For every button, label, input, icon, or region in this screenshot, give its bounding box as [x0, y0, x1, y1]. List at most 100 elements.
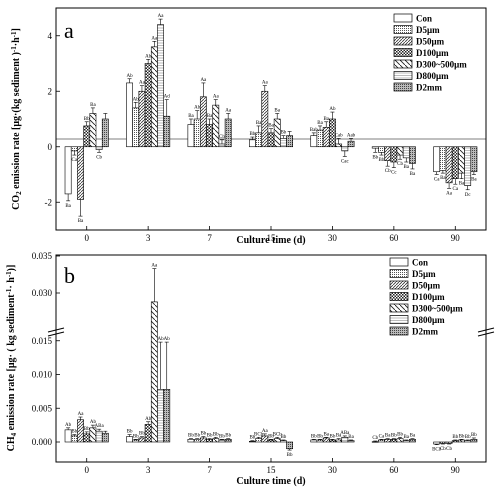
significance-label: Bb [268, 434, 274, 439]
legend-swatch-d5-m [389, 269, 409, 278]
x-tick-label: 60 [389, 233, 399, 243]
significance-label: Bb [249, 132, 255, 137]
significance-label: Ba [323, 432, 329, 437]
significance-label: Bb [188, 434, 194, 439]
bar-d5-m-day-7 [193, 438, 201, 443]
ch4-y-label-part: · h [6, 277, 17, 289]
bar-d2mm-day-3 [163, 115, 171, 148]
bar-d300-500-m-day-30 [335, 143, 343, 148]
significance-label: Aa [151, 36, 158, 41]
significance-label: Ba [274, 108, 280, 113]
bar-d300-500-m-day-15 [273, 118, 281, 148]
significance-label: Bb [84, 117, 90, 122]
bar-d50-m-day-30 [322, 127, 330, 148]
significance-label: Ba [268, 124, 274, 129]
legend-swatch-d800-m [393, 71, 413, 80]
bar-d50-m-day-90 [445, 441, 453, 444]
significance-label: Bb [207, 434, 213, 439]
bar-d300-500-m-day-60 [396, 438, 404, 443]
bar-d800-m-day-3 [157, 24, 164, 148]
significance-label: ABa [340, 431, 350, 436]
significance-label: Dc [465, 193, 472, 198]
legend-swatch-d2mm [389, 326, 409, 336]
co2-x-axis-label: Culture time (d) [236, 235, 305, 246]
ch4-panel: b 0.000 0.005 0.010 0.015 0.030 0.035 0 3 7 15 30… [5, 251, 495, 487]
bar-con-day-0 [64, 429, 72, 443]
co2-x-ticks: 0 3 7 15 30 60 90 [84, 226, 460, 243]
bar-d100-m-day-7 [206, 438, 213, 443]
significance-label: Bb [200, 432, 206, 437]
x-tick-label: 0 [84, 465, 89, 475]
bar-d2mm-day-30 [347, 140, 355, 148]
co2-y-label-sup: -1 [10, 31, 18, 37]
significance-label: Cb [397, 162, 403, 167]
significance-label: Ba [410, 172, 416, 177]
significance-label: Aab [347, 133, 356, 138]
significance-label: Aa [200, 78, 207, 83]
bar-d5-m-day-15 [255, 438, 262, 443]
x-tick-label: 90 [451, 465, 461, 475]
significance-label: Bb [311, 434, 317, 439]
bar-d2mm-day-3 [163, 389, 171, 443]
significance-label: BCb [273, 432, 283, 437]
x-tick-label: 15 [267, 233, 277, 243]
significance-label: Bb [194, 434, 200, 439]
bar-d5-m-day-15 [255, 132, 262, 148]
significance-label: Bb [391, 434, 397, 439]
ch4-y-label-part: )] [6, 265, 17, 272]
legend-label-d50-m: D50μm [416, 37, 445, 47]
bar-d100-m-day-0 [83, 433, 91, 443]
ch4-panel-label: b [64, 263, 75, 288]
legend-label-d100-m: D100μm [412, 292, 445, 302]
x-tick-label: 7 [207, 465, 212, 475]
y-tick-label: 0 [48, 142, 53, 152]
co2-panel-label: a [64, 18, 74, 43]
bar-d800-m-day-90 [464, 440, 472, 443]
bar-con-day-0 [64, 146, 72, 195]
legend-label-d800-m: D800μm [412, 315, 445, 325]
bar-d100-m-day-0 [83, 125, 91, 148]
bar-con-day-15 [249, 139, 256, 148]
legend-swatch-con [393, 13, 413, 23]
bar-d800-m-day-90 [464, 146, 472, 186]
co2-y-axis-label: CO2 emission rate [μg·(kg sediment )-1·h… [10, 28, 23, 210]
significance-label: Aa [213, 95, 220, 100]
significance-label: Ba [256, 121, 262, 126]
bar-d100-m-day-90 [451, 440, 459, 443]
significance-label: Ba [403, 435, 409, 440]
bar-d50-m-day-3 [138, 90, 146, 148]
bar-d800-m-day-7 [218, 439, 226, 443]
bar-d50-m-day-7 [199, 437, 207, 443]
y-tick-label: 0.005 [32, 403, 53, 413]
bar-d2mm-day-90 [470, 146, 478, 173]
bar-d100-m-day-60 [390, 146, 398, 163]
significance-label: Bb [213, 432, 219, 437]
significance-label: Ba [440, 176, 446, 181]
bar-con-day-3 [126, 82, 133, 148]
bar-con-day-7 [187, 124, 195, 148]
significance-label: Cac [341, 159, 350, 164]
significance-label: Bb [280, 131, 286, 136]
significance-label: Aa [446, 191, 453, 196]
significance-label: Ca [434, 178, 440, 183]
bar-d300-500-m-day-60 [396, 146, 404, 156]
legend-swatch-d800-m [389, 315, 409, 324]
y-tick-label: 0.000 [32, 437, 53, 447]
y-tick-label: 0.015 [32, 336, 53, 346]
significance-label: Ab [194, 106, 201, 111]
bar-d100-m-day-90 [451, 146, 459, 179]
legend-label-d100-m: D100μm [416, 48, 449, 58]
significance-label: Ab [329, 107, 336, 112]
bar-d50-m-day-3 [138, 437, 146, 443]
significance-label: Ba [90, 103, 96, 108]
significance-label: Ad [164, 95, 171, 100]
bar-con-day-90 [433, 441, 441, 445]
ch4-x-ticks: 0 3 7 15 30 60 90 [84, 458, 460, 475]
bar-d5-m-day-0 [70, 146, 78, 152]
significance-label: Ab [126, 74, 133, 79]
bar-d300-500-m-day-7 [212, 104, 220, 148]
legend-label-d300-500-m: D300~500μm [416, 60, 467, 70]
bar-con-day-90 [433, 146, 441, 173]
